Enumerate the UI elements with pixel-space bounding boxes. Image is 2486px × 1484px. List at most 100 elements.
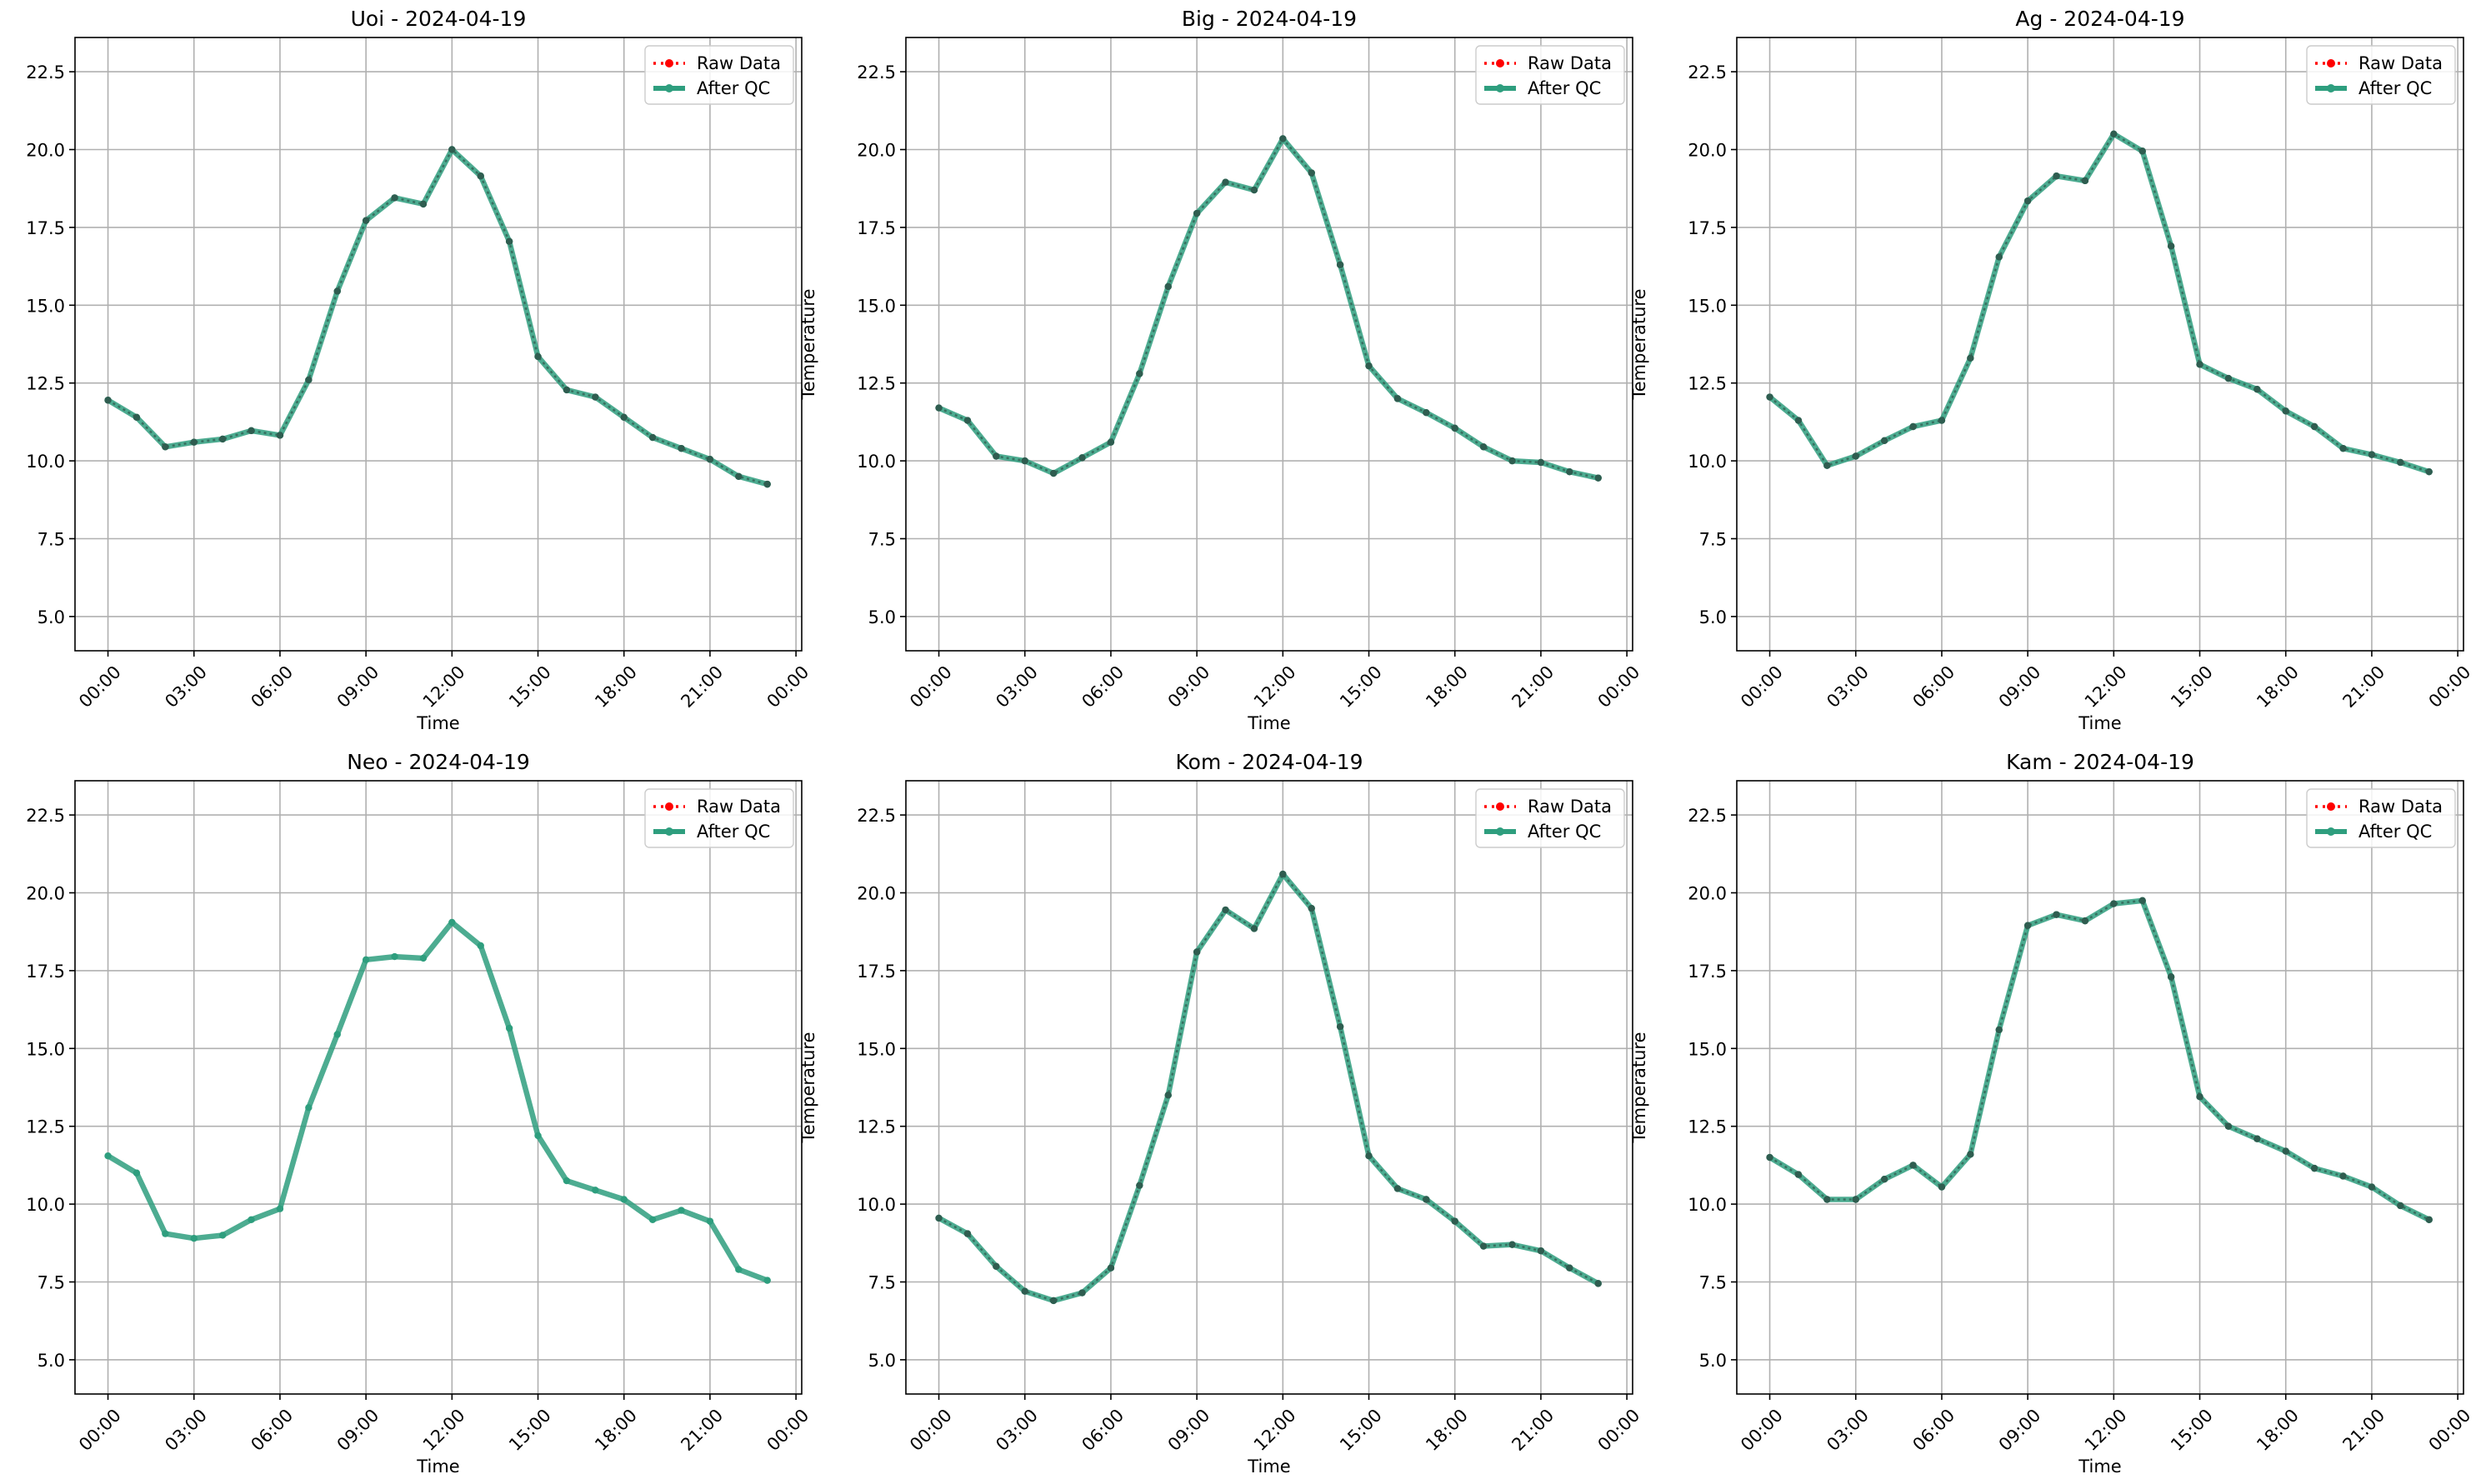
- x-tick-label: 00:00: [906, 1405, 956, 1455]
- y-tick-label: 20.0: [26, 883, 65, 903]
- raw-data-point: [2282, 1147, 2289, 1155]
- after-qc-point: [276, 1205, 284, 1212]
- x-tick-label: 00:00: [906, 662, 956, 712]
- raw-data-point: [391, 194, 398, 202]
- x-tick-label: 18:00: [591, 662, 641, 712]
- panel-title: Neo - 2024-04-19: [347, 750, 530, 774]
- raw-data-point: [162, 443, 169, 451]
- raw-data-point: [1423, 408, 1430, 417]
- panel-6: 5.0 7.5 10.0 12.5 15.0 17.5 20.0 22.5 00:00 03:00…: [1629, 750, 2474, 1477]
- raw-data-point: [1794, 1171, 1803, 1178]
- raw-data-point: [993, 452, 1000, 460]
- x-axis-label: Time: [1247, 1457, 1290, 1477]
- raw-data-point: [1995, 1026, 2003, 1034]
- raw-data-point: [1279, 870, 1287, 878]
- raw-data-point: [2339, 444, 2347, 452]
- raw-data-point: [1537, 1247, 1545, 1255]
- x-tick-label: 09:00: [1164, 662, 1214, 712]
- legend-qc-label: After QC: [1528, 78, 1601, 98]
- x-tick-label: 18:00: [1422, 662, 1472, 712]
- raw-data-point: [133, 413, 141, 421]
- raw-data-point: [1393, 395, 1402, 402]
- raw-data-point: [1250, 925, 1258, 932]
- x-tick-label: 00:00: [1594, 662, 1644, 712]
- x-tick-label: 00:00: [1594, 1405, 1644, 1455]
- raw-data-point: [1938, 1183, 1946, 1191]
- raw-data-point: [2310, 422, 2318, 431]
- raw-data-point: [1537, 458, 1545, 467]
- y-tick-label: 7.5: [868, 530, 896, 550]
- y-tick-label: 5.0: [868, 1351, 896, 1371]
- y-tick-label: 7.5: [1699, 1273, 1727, 1293]
- legend-qc-marker: [2327, 84, 2335, 92]
- x-tick-label: 00:00: [1737, 1405, 1787, 1455]
- raw-data-point: [1967, 1151, 1974, 1158]
- raw-data-point: [2397, 458, 2404, 467]
- legend-raw-label: Raw Data: [1528, 797, 1612, 817]
- raw-data-point: [1136, 1182, 1143, 1189]
- y-tick-label: 22.5: [26, 806, 65, 826]
- raw-data-point: [2081, 917, 2089, 925]
- x-tick-label: 15:00: [2167, 1405, 2217, 1455]
- x-tick-label: 12:00: [1250, 662, 1300, 712]
- y-tick-label: 12.5: [26, 374, 65, 394]
- raw-data-point: [1852, 452, 1859, 460]
- y-tick-label: 5.0: [38, 607, 65, 627]
- raw-data-point: [1852, 1196, 1859, 1203]
- raw-data-point: [1766, 1153, 1773, 1162]
- raw-data-point: [534, 352, 542, 361]
- raw-data-point: [1967, 354, 1974, 362]
- x-tick-label: 18:00: [1422, 1405, 1472, 1455]
- raw-data-point: [1909, 422, 1917, 431]
- y-tick-label: 17.5: [857, 962, 896, 982]
- x-tick-label: 21:00: [677, 1405, 727, 1455]
- legend-qc-label: After QC: [2358, 78, 2432, 98]
- y-tick-label: 15.0: [26, 1039, 65, 1059]
- legend-qc-marker: [1496, 84, 1504, 92]
- raw-data-point: [2253, 385, 2261, 393]
- axes-frame: [74, 780, 803, 1395]
- x-tick-label: 00:00: [1737, 662, 1787, 712]
- x-tick-label: 03:00: [1823, 1405, 1873, 1455]
- raw-data-point: [1794, 417, 1803, 424]
- x-tick-label: 09:00: [1995, 662, 2045, 712]
- after-qc-point: [678, 1207, 685, 1214]
- raw-data-point: [2282, 407, 2289, 415]
- raw-data-point: [1566, 467, 1573, 476]
- y-tick-label: 17.5: [1688, 218, 1727, 238]
- after-qc-point: [362, 956, 370, 964]
- x-tick-label: 12:00: [1250, 1405, 1300, 1455]
- raw-data-point: [1049, 1297, 1058, 1305]
- raw-data-point: [2053, 911, 2060, 918]
- x-tick-label: 09:00: [333, 662, 383, 712]
- raw-data-point: [735, 472, 743, 480]
- y-tick-label: 17.5: [26, 962, 65, 982]
- raw-data-point: [362, 217, 370, 224]
- x-axis-label: Time: [2078, 713, 2121, 733]
- legend: Raw Data After QC: [2306, 45, 2456, 105]
- axes-frame: [905, 37, 1633, 652]
- raw-data-point: [2138, 147, 2146, 155]
- panel-4: 5.0 7.5 10.0 12.5 15.0 17.5 20.0 22.5 00:00 03:00…: [26, 750, 813, 1477]
- raw-data-point: [563, 386, 571, 394]
- raw-data-point: [993, 1262, 1000, 1271]
- x-axis-label: Time: [2078, 1457, 2121, 1477]
- raw-data-point: [1766, 393, 1773, 401]
- series-after-qc-line: [105, 147, 770, 487]
- raw-data-point: [2110, 900, 2118, 907]
- axes-frame: [1736, 780, 2464, 1395]
- raw-data-point: [2339, 1172, 2347, 1180]
- after-qc-point: [391, 952, 398, 961]
- raw-data-point: [763, 480, 771, 488]
- panel-1: 5.0 7.5 10.0 12.5 15.0 17.5 20.0 22.5 00:00 03:00…: [26, 7, 813, 733]
- raw-data-point: [2368, 451, 2376, 458]
- raw-data-point: [2023, 197, 2032, 205]
- y-tick-label: 5.0: [1699, 1351, 1727, 1371]
- after-qc-point: [133, 1169, 141, 1177]
- legend-raw-marker: [2327, 59, 2335, 67]
- legend-raw-label: Raw Data: [2358, 53, 2443, 73]
- legend-qc-label: After QC: [2358, 822, 2432, 842]
- y-tick-label: 17.5: [857, 218, 896, 238]
- legend-raw-label: Raw Data: [1528, 53, 1612, 73]
- raw-data-point: [1222, 178, 1229, 186]
